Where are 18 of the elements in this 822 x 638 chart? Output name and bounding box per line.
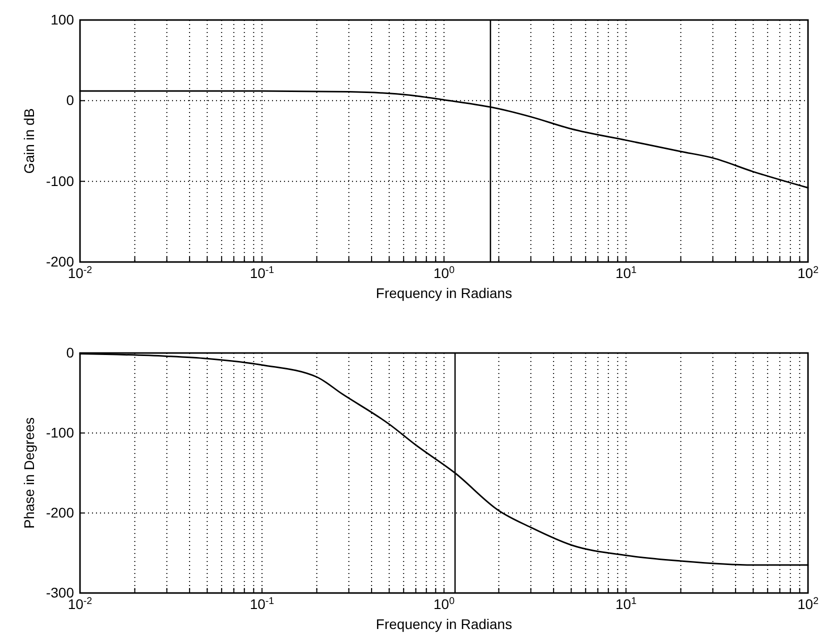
x-tick-label: 10$^{2}$	[797, 264, 819, 281]
x-tick-label: 10$^{-1}$	[250, 264, 274, 281]
x-tick-label: 10$^{0}$	[433, 264, 456, 281]
y-axis-title: Gain in dB	[21, 108, 37, 174]
y-tick-label: -100	[46, 172, 74, 189]
y-axis-title: Phase in Degrees	[21, 417, 37, 529]
y-tick-label: -200	[46, 504, 74, 520]
x-tick-label: 10$^{-1}$	[250, 595, 274, 612]
x-tick-label: 10$^{1}$	[615, 595, 637, 612]
y-tick-label: 100	[50, 11, 74, 28]
x-tick-label: 10$^{0}$	[433, 595, 456, 612]
y-tick-label: 0	[66, 92, 74, 108]
x-axis-title: Frequency in Radians	[376, 616, 512, 632]
x-tick-label: 10$^{2}$	[797, 595, 819, 612]
y-tick-label: -100	[46, 424, 74, 440]
y-tick-label: 0	[66, 344, 74, 360]
x-axis-title: Frequency in Radians	[376, 285, 512, 301]
x-tick-label: 10$^{1}$	[615, 264, 637, 281]
